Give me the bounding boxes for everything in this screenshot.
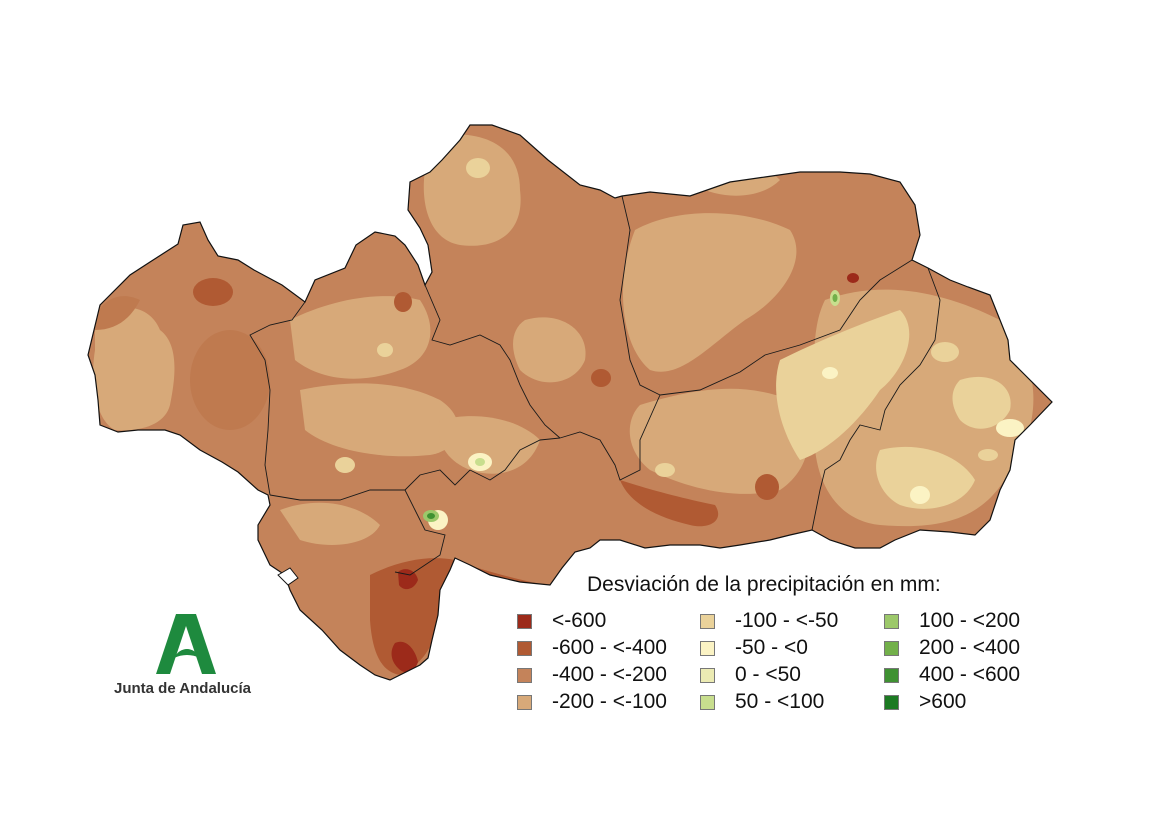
legend-swatch xyxy=(700,694,715,710)
cadiz-bay-detail xyxy=(277,567,299,586)
legend-swatch xyxy=(884,694,899,710)
boundary-huelva-sevilla xyxy=(249,301,306,496)
boundary-granada-almeria xyxy=(811,267,941,531)
zone-positive xyxy=(423,290,840,522)
legend-title: Desviación de la precipitación en mm: xyxy=(587,573,941,596)
legend-swatch xyxy=(517,694,532,710)
legend-swatch xyxy=(517,667,532,683)
zone-minus400-minus200-detail xyxy=(95,296,270,430)
legend-label: <-600 xyxy=(552,609,607,632)
boundary-jaen-granada xyxy=(659,259,913,396)
logo-text: Junta de Andalucía xyxy=(114,680,251,697)
boundary-cordoba-jaen xyxy=(619,195,661,396)
legend-label: 200 - <400 xyxy=(919,636,1021,659)
andalucia-map xyxy=(88,125,1052,680)
legend-label: -400 - <-200 xyxy=(552,663,667,686)
legend-label: 400 - <600 xyxy=(919,663,1021,686)
boundary-sevilla-cordoba xyxy=(424,284,561,439)
boundary-sevilla-malaga xyxy=(404,437,561,491)
legend-item: -400 - <-200 xyxy=(517,662,667,688)
legend-item: 100 - <200 xyxy=(884,608,1020,634)
boundary-cadiz-malaga xyxy=(394,489,446,576)
legend-swatch xyxy=(700,640,715,656)
legend-label: -50 - <0 xyxy=(735,636,808,659)
boundary-cordoba-granada xyxy=(559,394,661,481)
legend-label: >600 xyxy=(919,690,967,713)
legend-label: -100 - <-50 xyxy=(735,609,839,632)
legend-swatch xyxy=(517,640,532,656)
legend-item: -100 - <-50 xyxy=(700,608,838,634)
legend-label: 50 - <100 xyxy=(735,690,825,713)
legend-label: -600 - <-400 xyxy=(552,636,667,659)
legend-item: 400 - <600 xyxy=(884,662,1020,688)
legend-swatch xyxy=(884,613,899,629)
legend-item: -600 - <-400 xyxy=(517,635,667,661)
zone-below-minus600 xyxy=(391,273,859,673)
legend-label: 0 - <50 xyxy=(735,663,801,686)
boundary-cadiz-sevilla xyxy=(269,489,405,501)
province-boundaries xyxy=(249,195,941,576)
legend-label: 100 - <200 xyxy=(919,609,1021,632)
legend-swatch xyxy=(884,667,899,683)
junta-logo-icon xyxy=(156,614,216,674)
legend-item: 50 - <100 xyxy=(700,689,824,715)
legend-swatch xyxy=(700,613,715,629)
zone-minus100-minus50 xyxy=(335,158,1011,509)
legend-label: -200 - <-100 xyxy=(552,690,667,713)
legend-swatch xyxy=(517,613,532,629)
legend-item: 0 - <50 xyxy=(700,662,801,688)
legend-item: >600 xyxy=(884,689,966,715)
legend-item: 200 - <400 xyxy=(884,635,1020,661)
legend-item: <-600 xyxy=(517,608,606,634)
legend-item: -200 - <-100 xyxy=(517,689,667,715)
legend-item: -50 - <0 xyxy=(700,635,808,661)
legend-swatch xyxy=(884,640,899,656)
junta-de-andalucia-logo: Junta de Andalucía xyxy=(110,612,260,702)
legend-swatch xyxy=(700,667,715,683)
